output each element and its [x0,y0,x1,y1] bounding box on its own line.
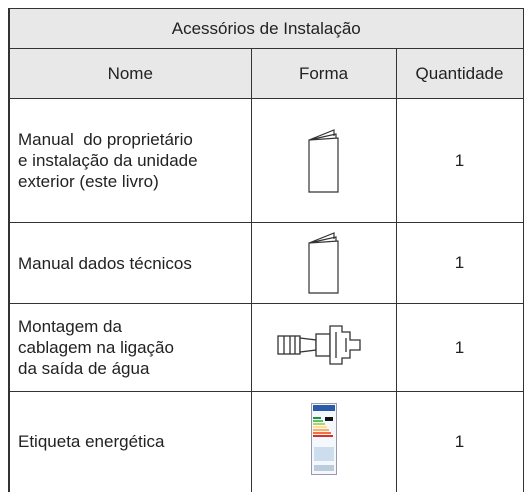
item-name: Etiqueta energética [8,391,252,492]
item-name: Manual dados técnicos [8,222,252,304]
header: Quantidade [395,48,524,99]
quantity: 1 [395,303,524,392]
accessories-table: Acessórios de Instalação Nome Forma Quan… [7,8,524,492]
quantity: 1 [395,391,524,492]
header: Forma [250,48,397,99]
connector-icon [276,325,361,365]
quantity: 1 [395,98,524,223]
item-name: Montagem da cablagem na ligação da saída… [8,303,252,392]
booklet-icon [307,231,339,294]
item-name: Manual do proprietário e instalação da u… [8,98,252,223]
booklet-icon [307,129,339,193]
table-title: Acessórios de Instalação [7,8,524,49]
quantity: 1 [395,222,524,304]
energy-label-icon [310,403,337,476]
header: Nome [8,48,252,99]
